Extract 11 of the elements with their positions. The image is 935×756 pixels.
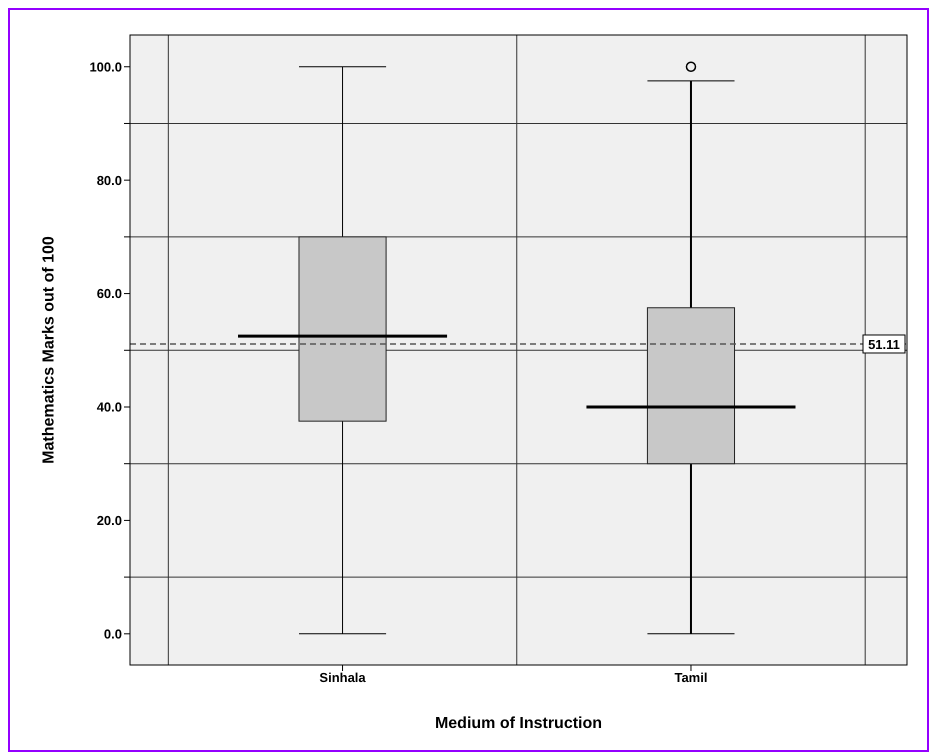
- x-tick-label: Sinhala: [319, 670, 366, 686]
- y-axis-title: Mathematics Marks out of 100: [40, 236, 58, 464]
- y-tick-label: 60.0: [96, 286, 122, 302]
- ref-line-label: 51.11: [868, 336, 900, 352]
- y-tick-label: 100.0: [89, 59, 122, 74]
- y-tick-label: 80.0: [96, 172, 122, 188]
- x-tick-label: Tamil: [674, 670, 708, 686]
- y-tick-label: 20.0: [96, 513, 122, 528]
- y-tick-label: 40.0: [96, 400, 122, 415]
- y-tick-label: 0.0: [104, 626, 122, 642]
- x-axis-title: Medium of Instruction: [434, 715, 602, 732]
